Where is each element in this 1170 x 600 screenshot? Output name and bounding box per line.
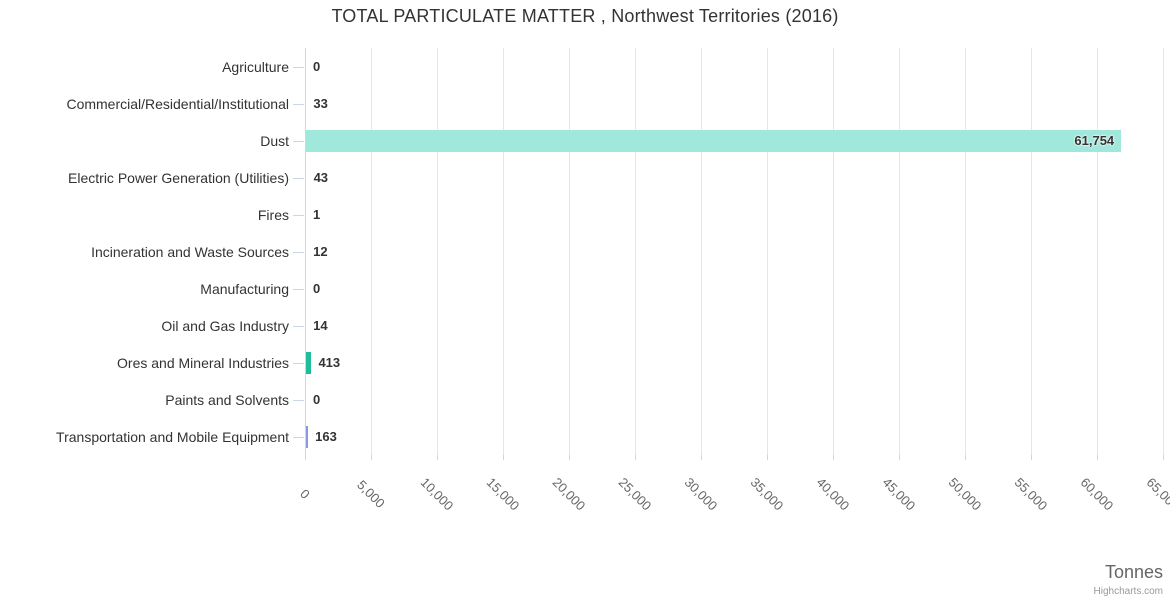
value-label: 12: [313, 243, 328, 259]
value-label: 0: [313, 280, 321, 296]
x-gridline: [437, 48, 438, 455]
category-label: Dust: [260, 132, 289, 149]
y-tick-mark: [293, 325, 304, 327]
x-tick-label: 65,000: [1143, 474, 1170, 514]
x-tick-mark: [305, 455, 306, 460]
x-tick-label: 10,000: [417, 474, 457, 514]
category-label: Oil and Gas Industry: [161, 317, 289, 334]
category-label: Commercial/Residential/Institutional: [66, 95, 289, 112]
y-tick-mark: [293, 140, 304, 142]
x-tick-label: 35,000: [747, 474, 787, 514]
bar[interactable]: [306, 129, 1122, 152]
category-label: Incineration and Waste Sources: [91, 243, 289, 260]
category-label: Fires: [257, 206, 289, 223]
value-label: 43: [313, 169, 329, 185]
x-tick-mark: [899, 455, 900, 460]
x-tick-mark: [767, 455, 768, 460]
value-label: 413: [318, 354, 341, 370]
category-label: Paints and Solvents: [165, 391, 289, 408]
x-tick-mark: [1031, 455, 1032, 460]
category-label: Transportation and Mobile Equipment: [56, 428, 289, 445]
category-label: Electric Power Generation (Utilities): [68, 169, 289, 186]
x-gridline: [569, 48, 570, 455]
x-tick-mark: [965, 455, 966, 460]
value-label: 1: [313, 206, 321, 222]
x-tick-mark: [1163, 455, 1164, 460]
x-tick-label: 20,000: [549, 474, 589, 514]
x-gridline: [767, 48, 768, 455]
y-tick-mark: [293, 103, 304, 105]
x-tick-label: 45,000: [879, 474, 919, 514]
y-tick-mark: [293, 214, 304, 216]
category-label: Agriculture: [222, 58, 289, 75]
x-tick-mark: [701, 455, 702, 460]
x-tick-label: 30,000: [681, 474, 721, 514]
x-tick-mark: [371, 455, 372, 460]
bar[interactable]: [306, 351, 312, 374]
x-tick-label: 25,000: [615, 474, 655, 514]
x-gridline: [1031, 48, 1032, 455]
x-tick-mark: [1097, 455, 1098, 460]
x-tick-label: 60,000: [1077, 474, 1117, 514]
x-gridline: [1097, 48, 1098, 455]
x-tick-mark: [503, 455, 504, 460]
value-label: 0: [313, 58, 321, 74]
chart-title: TOTAL PARTICULATE MATTER , Northwest Ter…: [331, 6, 839, 26]
x-tick-label: 15,000: [483, 474, 523, 514]
x-gridline: [635, 48, 636, 455]
y-tick-mark: [293, 399, 304, 401]
x-tick-label: 40,000: [813, 474, 853, 514]
x-gridline: [965, 48, 966, 455]
y-tick-mark: [293, 362, 304, 364]
x-gridline: [833, 48, 834, 455]
value-label: 33: [313, 95, 328, 111]
y-tick-mark: [293, 251, 304, 253]
y-tick-mark: [293, 436, 304, 438]
y-tick-mark: [293, 66, 304, 68]
value-label: 0: [313, 391, 321, 407]
x-tick-mark: [569, 455, 570, 460]
category-label: Manufacturing: [200, 280, 289, 297]
y-tick-mark: [293, 177, 304, 179]
bar[interactable]: [306, 425, 309, 448]
highcharts-credit-link[interactable]: Highcharts.com: [1093, 586, 1163, 597]
x-tick-mark: [833, 455, 834, 460]
category-label: Ores and Mineral Industries: [117, 354, 289, 371]
value-label: 14: [313, 317, 328, 333]
x-gridline: [701, 48, 702, 455]
x-gridline: [899, 48, 900, 455]
x-gridline: [1163, 48, 1164, 455]
x-axis-title: Tonnes: [1104, 562, 1163, 582]
value-label: 61,754: [1074, 132, 1115, 148]
x-tick-mark: [437, 455, 438, 460]
value-label: 163: [315, 428, 337, 444]
y-tick-mark: [293, 288, 304, 290]
x-tick-mark: [635, 455, 636, 460]
x-tick-label: 5,000: [354, 477, 388, 511]
x-gridline: [371, 48, 372, 455]
x-tick-label: 55,000: [1011, 474, 1051, 514]
x-tick-label: 50,000: [945, 474, 985, 514]
x-gridline: [503, 48, 504, 455]
y-axis-line: [305, 48, 306, 455]
x-tick-label: 0: [297, 486, 313, 502]
